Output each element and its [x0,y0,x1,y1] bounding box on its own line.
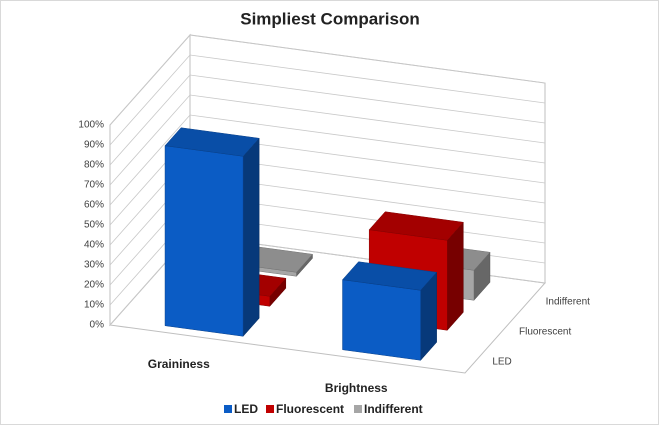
bar-top [342,261,438,291]
depth-label: Indifferent [546,297,591,308]
depth-label: LED [492,357,511,368]
y-tick-label: 40% [84,240,104,251]
bar-side [447,221,464,331]
y-tick-label: 50% [84,220,104,231]
legend-label: LED [234,402,258,416]
chart-title: Simpliest Comparison [240,9,419,28]
grid-line [109,94,546,186]
depth-label: Fluorescent [519,327,571,338]
y-tick-label: 0% [90,320,105,331]
grid-line [109,74,546,166]
y-tick-label: 100% [78,120,104,131]
bar-top [164,127,260,157]
legend-label: Fluorescent [276,402,344,416]
grid-line [109,54,546,146]
bar-front [164,145,244,337]
grid-line [109,34,546,126]
x-tick-label: Brightness [325,381,388,395]
y-tick-label: 10% [84,300,104,311]
grid-line [109,114,546,206]
y-tick-label: 90% [84,140,104,151]
bar-front [342,279,421,361]
y-tick-label: 80% [84,160,104,171]
legend-swatch [224,405,232,413]
bar-top [368,211,464,241]
y-tick-label: 70% [84,180,104,191]
bar-side [242,137,260,337]
y-tick-label: 20% [84,280,104,291]
legend-label: Indifferent [364,402,423,416]
x-tick-label: Graininess [148,357,210,371]
legend-swatch [354,405,362,413]
y-tick-label: 60% [84,200,104,211]
y-tick-label: 30% [84,260,104,271]
legend-swatch [266,405,274,413]
